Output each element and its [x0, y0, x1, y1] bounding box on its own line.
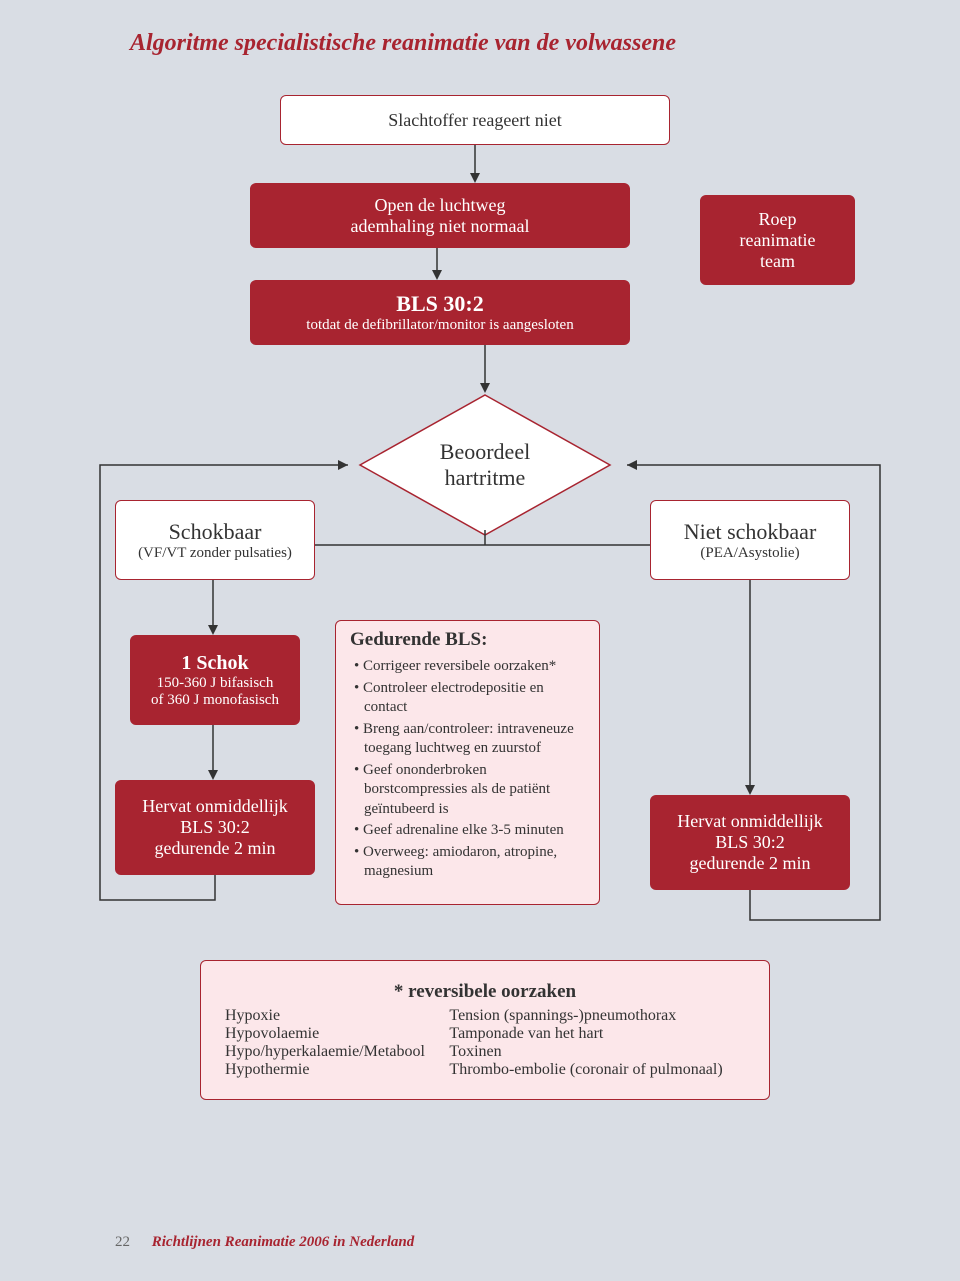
arrow [470, 145, 490, 183]
line2: totdat de defibrillator/monitor is aange… [306, 317, 573, 334]
line1: Beoordeel [440, 439, 530, 465]
heading: Gedurende BLS: [350, 629, 487, 651]
bls-item: Geef adrenaline elke 3-5 minuten [354, 821, 585, 841]
line2: ademhaling niet normaal [351, 216, 530, 237]
cause-right: Thrombo-embolie (coronair of pulmonaal) [445, 1061, 749, 1079]
cause-right: Toxinen [445, 1043, 749, 1061]
cause-left: Hypoxie [221, 1007, 445, 1025]
bls-item: Controleer electrodepositie en contact [354, 679, 585, 718]
cause-left: Hypovolaemie [221, 1025, 445, 1043]
page-title: Algoritme specialistische reanimatie van… [130, 30, 860, 57]
cause-right: Tension (spannings-)pneumothorax [445, 1007, 749, 1025]
cause-left: Hypothermie [221, 1061, 445, 1079]
bls-item: Geef ononderbroken borstcompressies als … [354, 761, 585, 820]
bls-item: Corrigeer reversibele oorzaken* [354, 657, 585, 677]
footer: 22 Richtlijnen Reanimatie 2006 in Nederl… [115, 1234, 414, 1251]
cause-right: Tamponade van het hart [445, 1025, 749, 1043]
heading: * reversibele oorzaken [221, 981, 749, 1003]
feedback-right [615, 460, 895, 930]
node-slachtoffer: Slachtoffer reageert niet [280, 95, 670, 145]
node-bls302: BLS 30:2 totdat de defibrillator/monitor… [250, 280, 630, 345]
line1: BLS 30:2 [396, 291, 483, 317]
line1: Roep [759, 209, 797, 230]
cause-left: Hypo/hyperkalaemie/Metabool [221, 1043, 445, 1061]
node-reversibele-oorzaken: * reversibele oorzaken HypoxieTension (s… [200, 960, 770, 1100]
feedback-left [90, 460, 360, 910]
bls-item: Overweeg: amiodaron, atropine, magnesium [354, 843, 585, 882]
line2: hartritme [445, 465, 526, 491]
node-open-luchtweg: Open de luchtweg ademhaling niet normaal [250, 183, 630, 248]
node-gedurende-bls: Gedurende BLS: Corrigeer reversibele oor… [335, 620, 600, 905]
node-beoordeel-diamond: Beoordeel hartritme [355, 390, 615, 540]
line3: team [760, 251, 795, 272]
line1: Open de luchtweg [375, 195, 506, 216]
text: Slachtoffer reageert niet [388, 110, 562, 131]
line2: reanimatie [740, 230, 816, 251]
bls-list: Corrigeer reversibele oorzaken* Controle… [350, 657, 585, 884]
arrow [432, 248, 452, 280]
node-roep-team: Roep reanimatie team [700, 195, 855, 285]
arrow [480, 345, 500, 393]
page-number: 22 [115, 1234, 130, 1250]
causes-table: HypoxieTension (spannings-)pneumothorax … [221, 1007, 749, 1079]
bls-item: Breng aan/controleer: intraveneuze toega… [354, 720, 585, 759]
footer-ref: Richtlijnen Reanimatie 2006 in Nederland [152, 1234, 415, 1250]
